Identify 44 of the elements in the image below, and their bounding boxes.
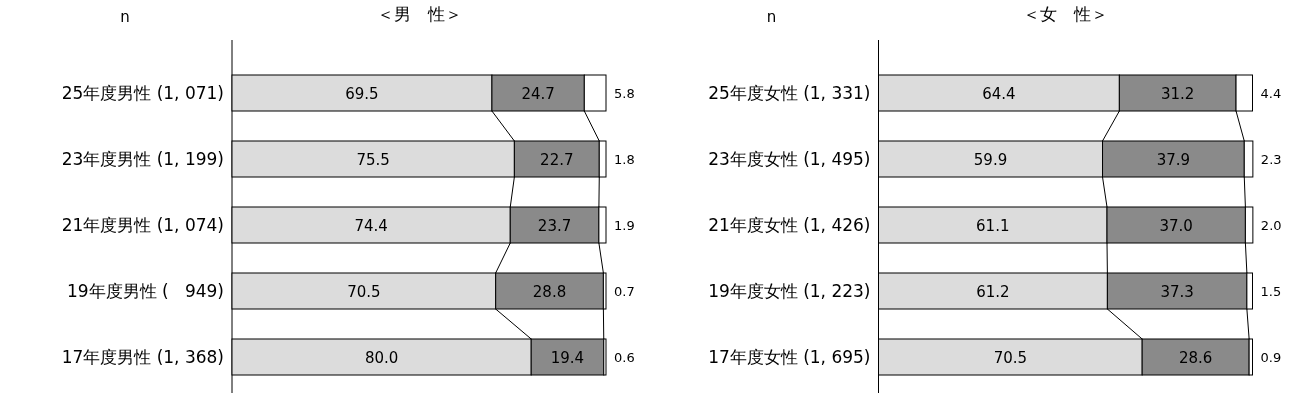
y-tick-label: 19年度男性 ( 949) [67,281,224,301]
data-label: 70.5 [993,349,1028,367]
text: n [120,8,130,26]
data-label: 61.2 [976,283,1010,301]
data-label: 59.9 [973,151,1008,169]
data-label: 19.4 [550,349,585,367]
y-tick-label: 25年度女性 (1, 331) [708,83,871,103]
data-label: 64.4 [982,85,1016,103]
data-label: 61.1 [976,217,1010,235]
data-label: 74.4 [354,217,388,235]
y-tick-label: 23年度男性 (1, 199) [61,149,224,169]
data-label: 28.8 [532,283,567,301]
data-label: 5.8 [614,86,635,101]
data-label: 2.3 [1260,152,1282,167]
data-label: 22.7 [540,151,574,169]
y-tick-label: 21年度男性 (1, 074) [61,215,224,235]
data-label: 0.6 [614,350,635,365]
text: n [766,8,777,26]
y-tick-label: 25年度男性 (1, 071) [61,83,224,103]
data-label: 0.9 [1260,350,1282,365]
y-tick-label: 19年度女性 (1, 223) [708,281,871,301]
data-label: 28.6 [1178,349,1213,367]
data-label: 4.4 [1260,86,1282,101]
data-label: 2.0 [1260,218,1282,233]
y-tick-label: 23年度女性 (1, 495) [708,149,871,169]
data-label: 75.5 [356,151,390,169]
data-label: 0.7 [614,284,635,299]
chart-title: ＜男 性＞ [376,4,462,24]
data-label: 1.5 [1260,284,1282,299]
y-tick-label: 21年度女性 (1, 426) [708,215,871,235]
data-label: 80.0 [364,349,399,367]
y-tick-label: 17年度女性 (1, 695) [708,347,871,367]
data-label: 37.9 [1156,151,1191,169]
data-label: 69.5 [345,85,379,103]
y-tick-label: 17年度男性 (1, 368) [61,347,224,367]
chart-title: ＜女 性＞ [1023,4,1108,24]
data-label: 1.9 [614,218,635,233]
data-label: 31.2 [1161,85,1195,103]
data-label: 37.0 [1159,217,1193,235]
data-label: 1.8 [614,152,635,167]
data-label: 70.5 [347,283,381,301]
data-label: 24.7 [521,85,555,103]
data-label: 23.7 [537,217,572,235]
data-label: 37.3 [1160,283,1194,301]
